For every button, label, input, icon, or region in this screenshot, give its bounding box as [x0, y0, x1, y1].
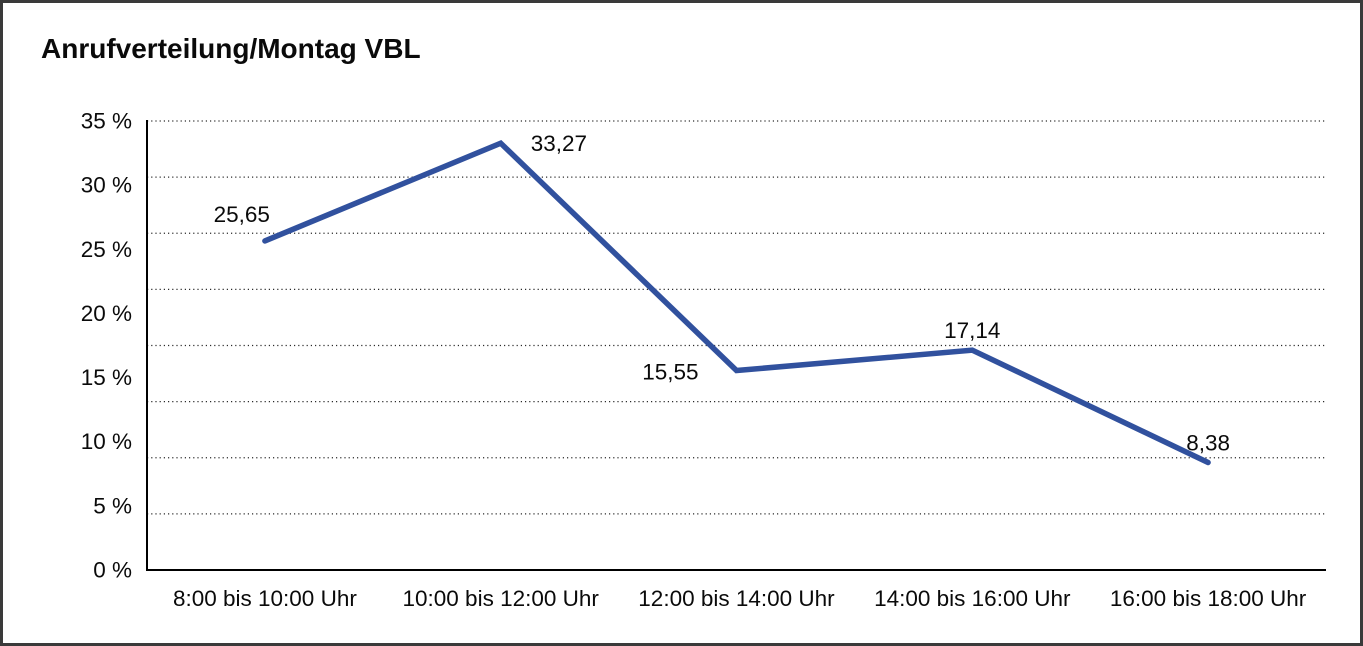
y-axis-tick-label: 5 %: [93, 493, 132, 518]
data-point-label: 25,65: [214, 202, 270, 227]
y-axis-tick-label: 30 %: [81, 173, 132, 198]
y-axis-tick-label: 20 %: [81, 301, 132, 326]
y-axis-tick-label: 15 %: [81, 365, 132, 390]
data-point-label: 8,38: [1186, 430, 1230, 455]
line-chart: 0 % 5 % 10 % 15 % 20 % 25 % 30 % 35 % 8:00 bis 1…: [81, 109, 1326, 611]
x-axis-category-label: 12:00 bis 14:00 Uhr: [638, 586, 835, 611]
y-axis-tick-label: 35 %: [81, 109, 132, 134]
x-axis-category-label: 8:00 bis 10:00 Uhr: [173, 586, 357, 611]
data-point-label: 17,14: [944, 318, 1000, 343]
data-line: [262, 139, 1211, 466]
y-axis-tick-label: 25 %: [81, 237, 132, 262]
x-axis-category-label: 10:00 bis 12:00 Uhr: [403, 586, 600, 611]
data-point-label: 33,27: [531, 131, 587, 156]
y-axis-tick-label: 0 %: [93, 558, 132, 583]
y-axis-tick-label: 10 %: [81, 429, 132, 454]
x-axis-category-label: 16:00 bis 18:00 Uhr: [1110, 586, 1307, 611]
x-axis-category-label: 14:00 bis 16:00 Uhr: [874, 586, 1071, 611]
chart-title: Anrufverteilung/Montag VBL: [41, 33, 421, 64]
data-point-label: 15,55: [642, 360, 698, 385]
